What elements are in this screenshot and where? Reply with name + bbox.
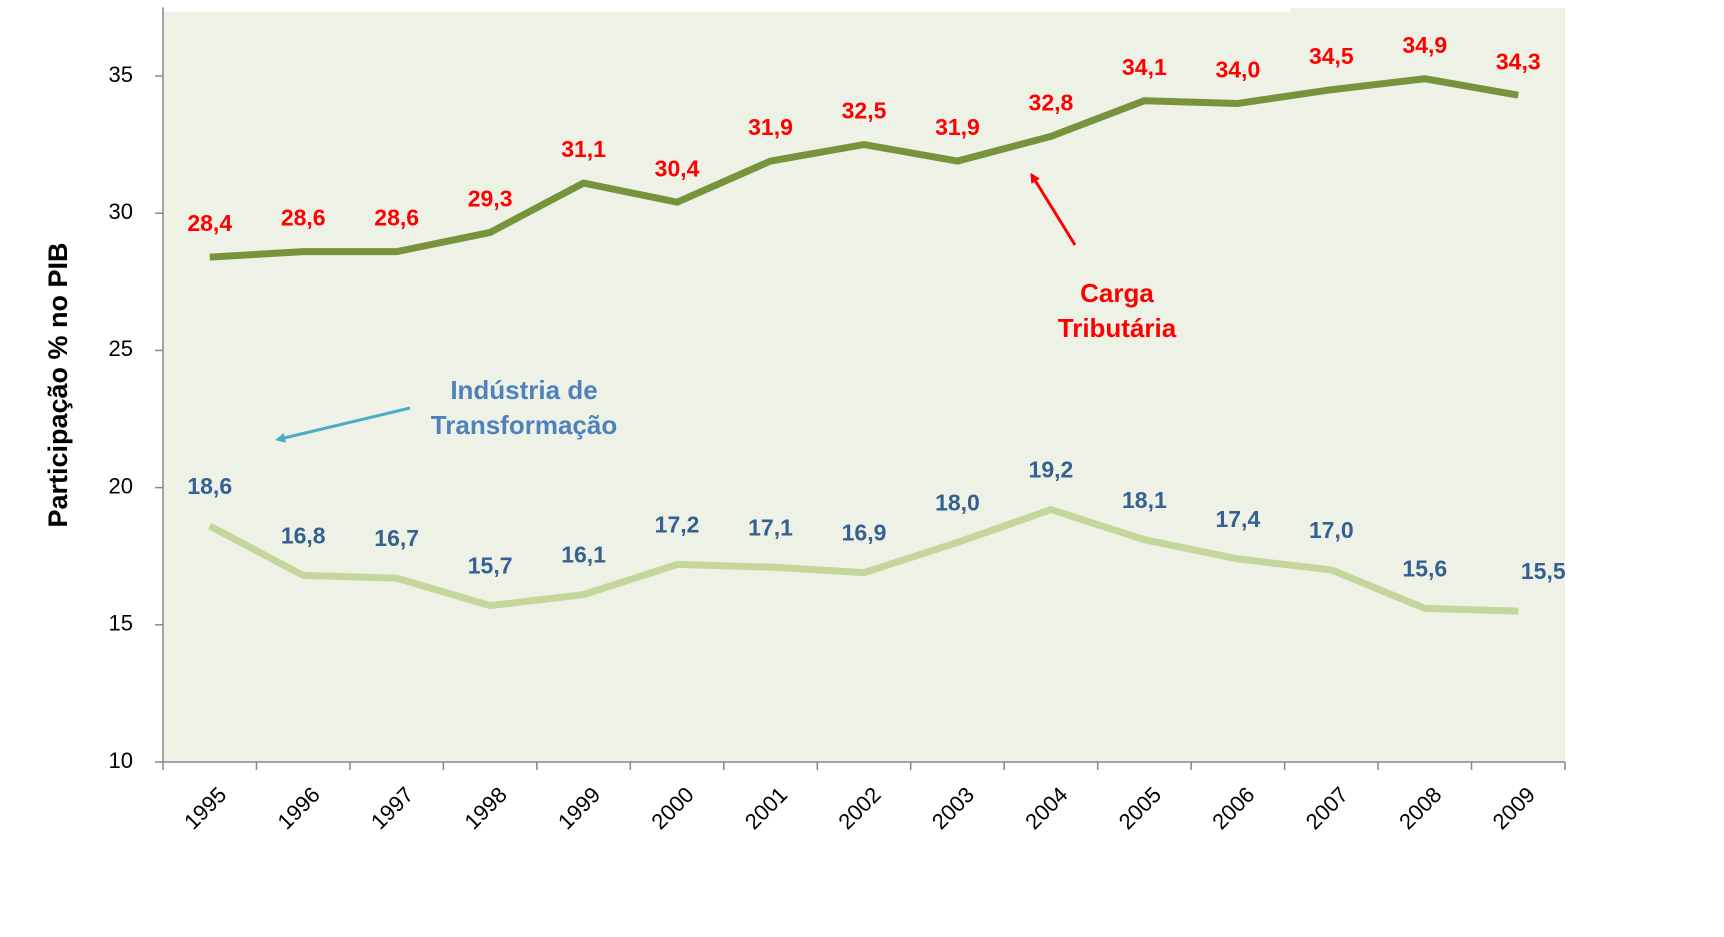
- annotation: Indústria de: [450, 375, 597, 405]
- data-label: 32,5: [842, 98, 887, 124]
- x-tick-label: 2007: [1301, 782, 1353, 834]
- title-box: [160, 0, 1290, 12]
- x-tick-label: 1997: [366, 782, 418, 834]
- x-tick-label: 2002: [833, 782, 885, 834]
- data-label: 34,1: [1122, 54, 1167, 80]
- series-line: [208, 506, 1519, 615]
- y-tick-label: 35: [109, 62, 133, 87]
- x-tick-label: 2006: [1207, 782, 1259, 834]
- data-label: 17,4: [1215, 506, 1260, 532]
- x-tick-label: 1996: [273, 782, 325, 834]
- data-label: 29,3: [468, 185, 513, 211]
- y-tick-label: 20: [109, 473, 133, 498]
- data-label: 34,5: [1309, 43, 1354, 69]
- data-label: 28,6: [374, 205, 419, 231]
- y-tick-label: 15: [109, 611, 133, 636]
- x-tick-label: 1999: [553, 782, 605, 834]
- annotation: Transformação: [431, 410, 617, 440]
- data-label: 31,1: [561, 136, 606, 162]
- x-tick-label: 2009: [1488, 782, 1540, 834]
- data-label: 18,6: [187, 473, 232, 499]
- data-label: 34,0: [1215, 57, 1260, 83]
- y-axis-title: Participação % no PIB: [43, 242, 73, 527]
- y-tick-label: 30: [109, 199, 133, 224]
- data-label: 16,8: [281, 522, 326, 548]
- data-label: 28,4: [187, 210, 232, 236]
- data-label: 34,9: [1402, 32, 1447, 58]
- data-label: 15,7: [468, 553, 513, 579]
- x-tick-label: 2000: [646, 782, 698, 834]
- data-label: 17,0: [1309, 517, 1354, 543]
- data-label: 16,7: [374, 525, 419, 551]
- data-label: 16,9: [842, 520, 887, 546]
- data-label: 15,5: [1521, 558, 1566, 584]
- data-label: 19,2: [1029, 457, 1074, 483]
- data-label: 18,1: [1122, 487, 1167, 513]
- data-label: 31,9: [935, 114, 980, 140]
- x-tick-label: 2008: [1394, 782, 1446, 834]
- annotation: Carga: [1080, 278, 1154, 308]
- series-line: [209, 75, 1519, 261]
- data-label: 17,2: [655, 512, 700, 538]
- x-tick-label: 1998: [459, 782, 511, 834]
- data-label: 18,0: [935, 490, 980, 516]
- y-tick-label: 25: [109, 336, 133, 361]
- data-label: 31,9: [748, 114, 793, 140]
- y-tick-label: 10: [109, 748, 133, 773]
- x-tick-label: 2005: [1114, 782, 1166, 834]
- data-label: 34,3: [1496, 48, 1541, 74]
- x-tick-label: 2001: [740, 782, 792, 834]
- data-label: 15,6: [1402, 555, 1447, 581]
- data-label: 28,6: [281, 205, 326, 231]
- data-label: 17,1: [748, 514, 793, 540]
- data-label: 16,1: [561, 542, 606, 568]
- x-tick-label: 1995: [179, 782, 231, 834]
- arrow: [275, 406, 411, 443]
- x-tick-label: 2004: [1020, 782, 1072, 834]
- arrow: [1030, 172, 1077, 246]
- data-label: 32,8: [1029, 89, 1074, 115]
- x-tick-label: 2003: [927, 782, 979, 834]
- annotation: Tributária: [1058, 313, 1177, 343]
- plot-area: [163, 8, 1565, 762]
- data-label: 30,4: [655, 155, 700, 181]
